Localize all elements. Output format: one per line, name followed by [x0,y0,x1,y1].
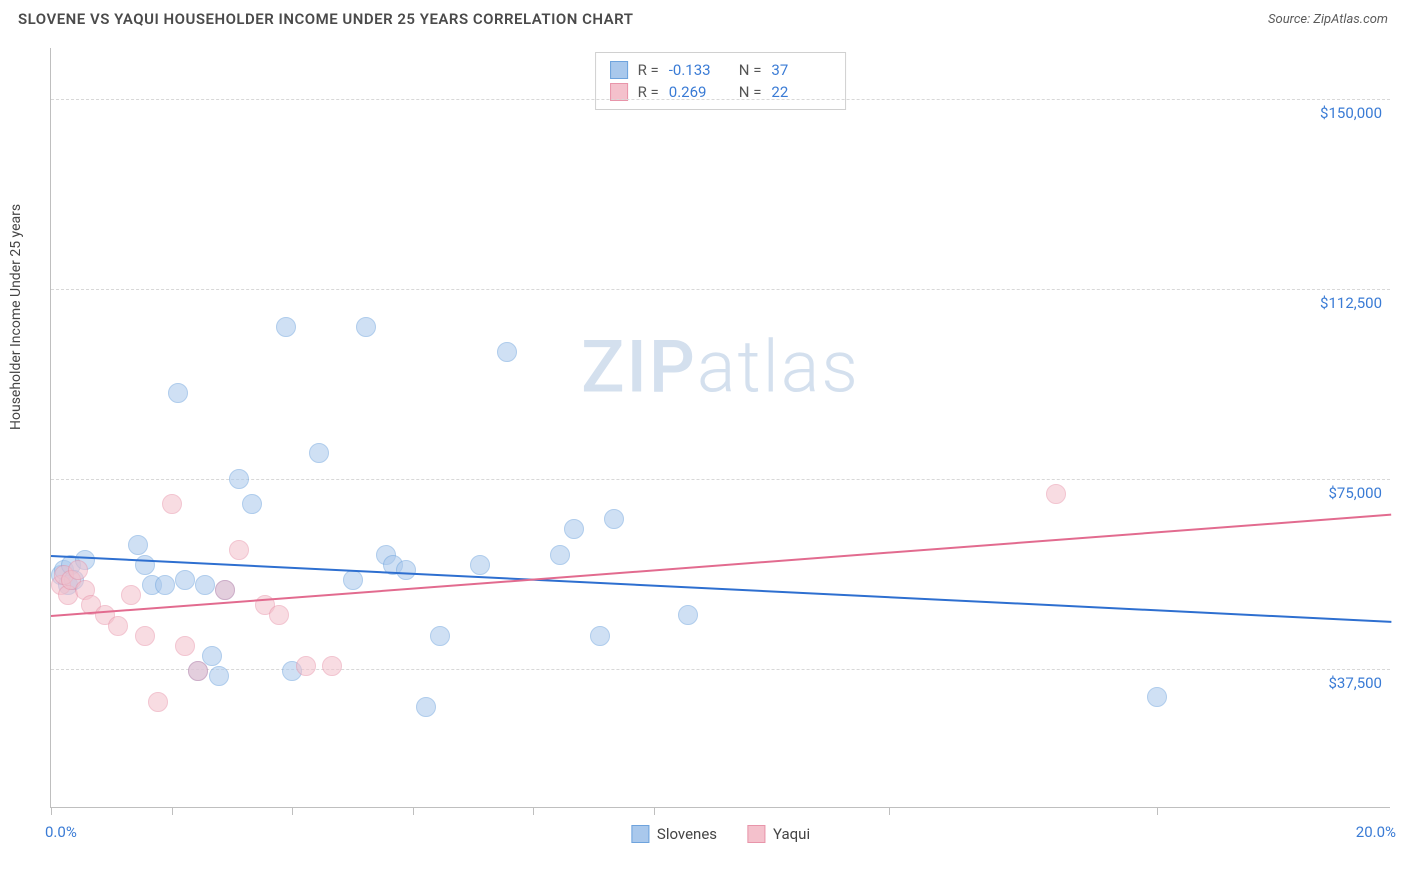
data-point [121,585,141,605]
gridline [51,669,1390,670]
x-tick [1157,807,1158,815]
data-point [135,555,155,575]
gridline [51,289,1390,290]
gridline [51,479,1390,480]
data-point [229,540,249,560]
y-tick-label: $112,500 [1320,294,1382,312]
data-point [195,575,215,595]
n-label: N = [739,61,762,79]
y-tick-label: $37,500 [1328,674,1382,692]
legend-item: Slovenes [631,825,717,843]
x-tick [172,807,173,815]
data-point [162,494,182,514]
legend-swatch [747,825,765,843]
data-point [1046,484,1066,504]
x-tick [413,807,414,815]
r-label: R = [638,61,659,79]
data-point [550,545,570,565]
legend-swatch [631,825,649,843]
data-point [242,494,262,514]
stats-legend-row: R =0.269N =22 [610,81,832,103]
gridline [51,99,1390,100]
data-point [678,605,698,625]
stats-legend-row: R = -0.133 N = 37 [610,59,832,81]
data-point [1147,687,1167,707]
data-point [68,560,88,580]
data-point [168,383,188,403]
y-tick-label: $75,000 [1328,484,1382,502]
x-tick [51,807,52,815]
legend-label: Slovenes [657,825,717,843]
data-point [322,656,342,676]
n-value: 37 [771,61,831,79]
x-axis-min-label: 0.0% [45,823,77,841]
data-point [356,317,376,337]
chart-title: SLOVENE VS YAQUI HOUSEHOLDER INCOME UNDE… [18,10,633,28]
data-point [148,692,168,712]
data-point [470,555,490,575]
x-tick [889,807,890,815]
legend-item: Yaqui [747,825,810,843]
data-point [416,697,436,717]
data-point [135,626,155,646]
data-point [296,656,316,676]
data-point [229,469,249,489]
x-axis-max-label: 20.0% [1356,823,1396,841]
legend-swatch [610,61,628,79]
data-point [155,575,175,595]
plot-area: ZIPatlas R =-0.133N =37R =0.269N =22 Slo… [50,48,1390,808]
data-point [175,570,195,590]
source-label: Source: ZipAtlas.com [1268,12,1388,27]
data-point [269,605,289,625]
data-point [108,616,128,636]
watermark: ZIPatlas [581,324,860,409]
data-point [564,519,584,539]
data-point [276,317,296,337]
data-point [343,570,363,590]
data-point [497,342,517,362]
data-point [396,560,416,580]
data-point [590,626,610,646]
y-axis-label: Householder Income Under 25 years [8,204,24,430]
x-tick [654,807,655,815]
data-point [430,626,450,646]
x-tick [533,807,534,815]
data-point [209,666,229,686]
data-point [215,580,235,600]
stats-legend: R = -0.133 N = 37 R =0.269N =22 [595,52,847,110]
data-point [188,661,208,681]
y-tick-label: $150,000 [1320,104,1382,122]
data-point [175,636,195,656]
r-value: -0.133 [669,61,729,79]
series-legend: Slovenes Yaqui [631,825,810,843]
data-point [604,509,624,529]
x-tick [292,807,293,815]
legend-label: Yaqui [773,825,810,843]
data-point [309,443,329,463]
data-point [128,535,148,555]
